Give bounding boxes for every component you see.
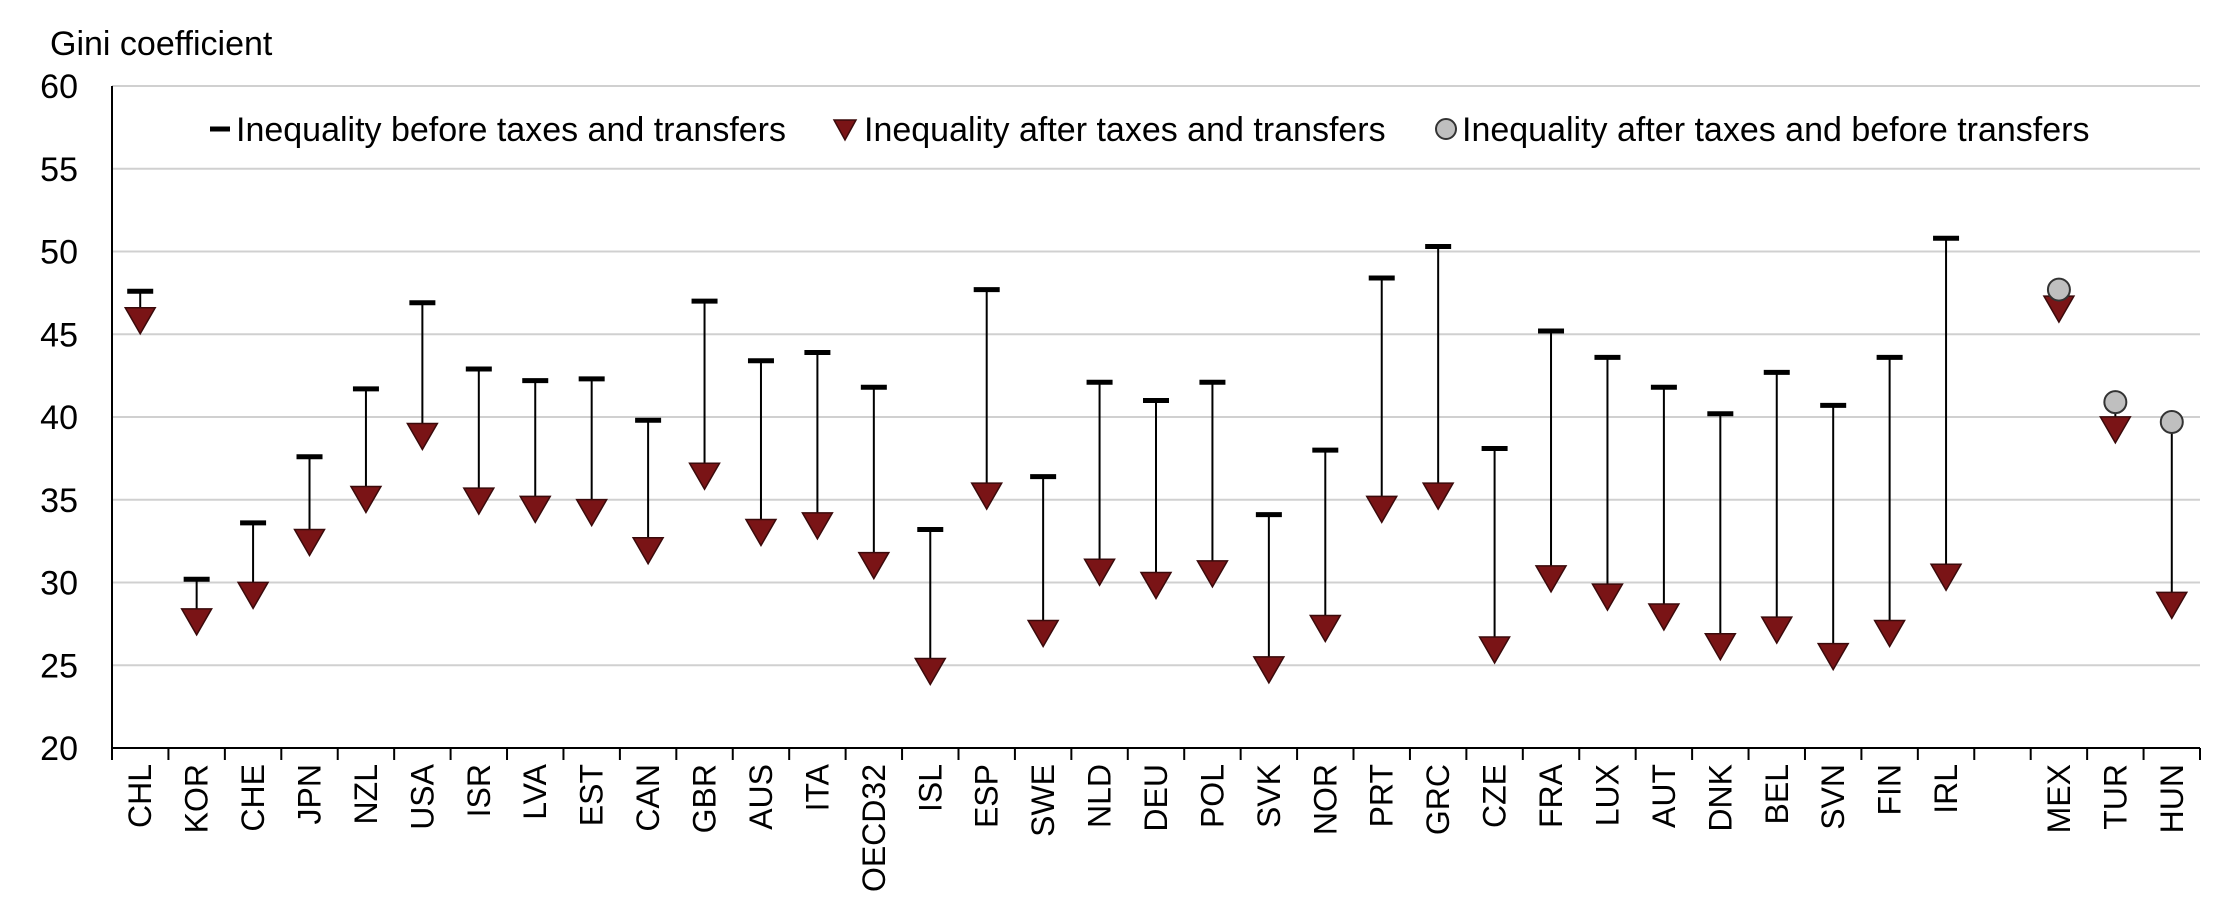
x-tick-label: MEX — [2041, 764, 2077, 833]
x-tick-label: GBR — [687, 764, 723, 833]
y-tick-label: 30 — [40, 565, 78, 603]
x-tick-label: LUX — [1589, 764, 1625, 826]
x-axis: CHL KOR CHE JPN NZL USA ISR LVA EST CAN GBR AUS ITA O… — [111, 747, 2201, 892]
after-marker — [688, 462, 721, 491]
x-tick-label: AUT — [1646, 764, 1682, 828]
x-tick-label: CHE — [235, 764, 271, 832]
x-tick-label: LVA — [517, 763, 553, 819]
x-tick-label: ITA — [799, 763, 835, 811]
after-marker — [518, 495, 552, 524]
x-tick-label: POL — [1194, 764, 1230, 828]
y-tick-label: 20 — [40, 730, 78, 768]
x-tick-label: EST — [574, 764, 610, 826]
y-tick-label: 35 — [40, 482, 78, 520]
after-marker — [1083, 558, 1116, 587]
x-tick-label: ISR — [461, 764, 497, 817]
after-marker — [1873, 619, 1906, 648]
legend-label: Inequality before taxes and transfers — [236, 111, 786, 149]
x-tick-label: NZL — [348, 764, 384, 824]
after-marker — [123, 306, 157, 336]
after-marker — [1365, 495, 1399, 524]
x-tick-label: ESP — [969, 764, 1005, 828]
x-tick-label: NLD — [1082, 764, 1118, 828]
y-tick-label: 25 — [40, 647, 78, 685]
x-tick-label: SWE — [1025, 764, 1061, 837]
x-tick-label: PRT — [1364, 764, 1400, 827]
after-marker — [1308, 614, 1342, 644]
after-marker — [349, 485, 383, 514]
y-tick-label: 55 — [40, 151, 78, 189]
x-tick-label: AUS — [743, 764, 779, 830]
y-axis-label: Gini coefficient — [50, 25, 273, 63]
x-tick-label: FIN — [1872, 764, 1908, 816]
x-tick-label: CZE — [1477, 764, 1513, 828]
y-tick-label: 50 — [40, 234, 78, 272]
after-marker — [1647, 603, 1681, 632]
after-marker — [1704, 632, 1737, 662]
after-marker — [1478, 636, 1511, 665]
after-taxes-before-transfers-marker — [2046, 277, 2071, 302]
after-marker — [293, 528, 326, 557]
after-marker — [1196, 560, 1229, 589]
x-tick-label: GRC — [1420, 764, 1456, 835]
after-marker — [462, 487, 496, 516]
after-marker — [913, 657, 947, 687]
x-tick-label: KOR — [179, 764, 215, 833]
after-marker — [1421, 482, 1455, 511]
after-marker — [1760, 616, 1794, 645]
x-tick-label: NOR — [1307, 764, 1343, 835]
after-marker — [236, 581, 270, 610]
x-tick-label: OECD32 — [856, 764, 892, 892]
after-marker — [1534, 565, 1568, 594]
legend-label: Inequality after taxes and before transf… — [1462, 111, 2089, 149]
x-tick-label: DNK — [1702, 764, 1738, 832]
x-tick-label: DEU — [1138, 764, 1174, 832]
after-marker — [631, 536, 665, 566]
after-marker — [1026, 619, 1060, 648]
y-tick-label: 40 — [40, 399, 78, 437]
after-marker — [1591, 583, 1624, 612]
y-tick-label: 60 — [40, 68, 78, 106]
x-tick-label: ISL — [912, 764, 948, 812]
y-tick-label: 45 — [40, 316, 78, 354]
after-marker — [406, 422, 439, 452]
x-tick-label: HUN — [2154, 764, 2190, 833]
x-tick-label: TUR — [2097, 764, 2133, 830]
after-marker — [1139, 571, 1173, 601]
after-marker — [970, 482, 1004, 511]
after-marker — [1252, 656, 1286, 685]
x-tick-label: SVN — [1815, 764, 1851, 830]
data-marks — [123, 235, 2189, 687]
after-marker — [180, 608, 213, 637]
after-marker — [744, 518, 778, 548]
after-marker — [575, 498, 608, 528]
x-tick-label: SVK — [1251, 764, 1287, 828]
after-taxes-before-transfers-marker — [2103, 390, 2128, 415]
x-tick-label: JPN — [292, 764, 328, 824]
legend-triangle-icon — [832, 119, 858, 142]
after-marker — [1929, 563, 1963, 592]
after-marker — [2155, 591, 2189, 620]
x-tick-label: CHL — [122, 764, 158, 828]
after-marker — [801, 512, 834, 541]
legend: Inequality before taxes and transfers Ine… — [210, 111, 2089, 149]
legend-label: Inequality after taxes and transfers — [864, 111, 1386, 149]
after-marker — [2099, 416, 2132, 445]
x-tick-label: FRA — [1533, 763, 1569, 828]
after-marker — [857, 551, 891, 581]
x-tick-label: IRL — [1928, 764, 1964, 814]
x-tick-label: USA — [404, 763, 440, 829]
x-tick-label: CAN — [630, 764, 666, 832]
x-tick-label: BEL — [1759, 764, 1795, 824]
legend-circle-icon — [1435, 118, 1457, 140]
after-taxes-before-transfers-marker — [2159, 409, 2184, 434]
after-marker — [1816, 642, 1850, 672]
y-axis: 20 25 30 35 40 45 50 55 60 — [40, 68, 113, 768]
